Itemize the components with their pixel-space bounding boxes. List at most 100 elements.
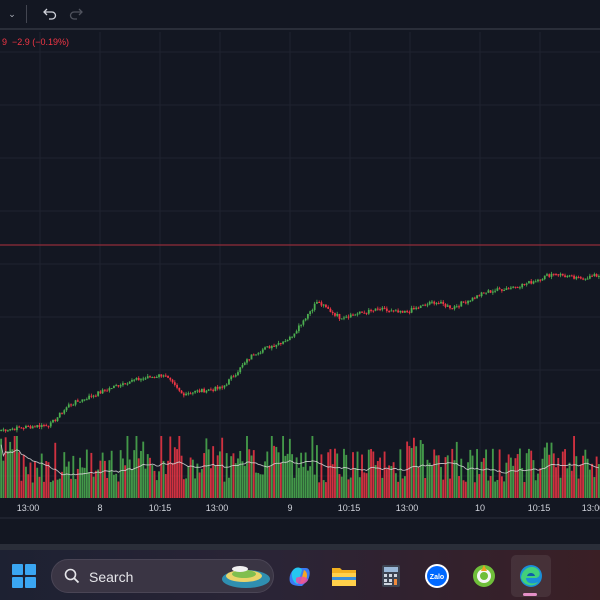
candle-body — [295, 331, 298, 334]
candle-body — [512, 286, 515, 288]
candle-body — [329, 308, 332, 312]
candle-body — [363, 312, 366, 314]
candle-body — [570, 275, 573, 277]
volume-bar — [482, 458, 485, 498]
candle-body — [182, 393, 185, 396]
candle-body — [38, 425, 41, 428]
coccoc-icon[interactable] — [468, 560, 500, 592]
candle-body — [92, 395, 95, 397]
chevron-down-icon[interactable]: ⌄ — [8, 8, 16, 19]
calculator-icon[interactable] — [375, 560, 407, 592]
candle-body — [288, 336, 291, 340]
volume-bar — [103, 460, 106, 498]
volume-bar — [523, 482, 526, 498]
volume-bar — [480, 461, 483, 498]
chart-toolbar: ⌄ — [0, 0, 600, 30]
volume-bar — [460, 458, 463, 498]
volume-bar — [185, 478, 188, 498]
candle-body — [83, 399, 86, 401]
windows-start-icon[interactable] — [12, 564, 36, 588]
candle-body — [331, 311, 334, 314]
volume-bar — [295, 457, 298, 498]
candle-body — [250, 354, 253, 360]
candle-body — [88, 395, 90, 400]
volume-bar — [473, 482, 476, 498]
volume-bar — [489, 475, 492, 498]
candle-body — [4, 429, 7, 432]
volume-bar — [532, 460, 535, 498]
volume-bar — [146, 454, 149, 498]
candle-body — [473, 297, 476, 299]
candle-body — [16, 426, 18, 431]
candle-body — [428, 301, 431, 305]
candle-body — [403, 311, 406, 313]
volume-bar — [315, 445, 318, 498]
candle-body — [568, 275, 571, 277]
volume-bar — [20, 480, 23, 498]
copilot-icon[interactable] — [283, 560, 315, 592]
candle-body — [446, 305, 449, 307]
volume-bar — [207, 449, 210, 498]
edge-icon[interactable] — [515, 560, 547, 592]
volume-bar — [252, 450, 255, 498]
candle-body — [579, 277, 582, 279]
candle-body — [525, 283, 528, 285]
candle-body — [584, 278, 587, 280]
volume-bar — [478, 474, 481, 498]
volume-bar — [47, 462, 50, 498]
candle-body — [230, 376, 233, 380]
candle-body — [336, 313, 339, 316]
candle-body — [543, 275, 546, 280]
folder-icon[interactable] — [328, 560, 360, 592]
volume-bar — [516, 454, 519, 498]
volume-bar — [552, 453, 555, 498]
volume-bar — [286, 453, 289, 498]
volume-bar — [509, 457, 512, 498]
candle-body — [31, 426, 34, 429]
candle-body — [11, 428, 14, 430]
volume-bar — [415, 446, 418, 498]
candle-body — [546, 274, 548, 276]
candle-body — [97, 391, 100, 396]
candle-body — [58, 412, 61, 418]
volume-bar — [72, 455, 75, 498]
volume-bar — [597, 463, 600, 498]
redo-icon[interactable] — [63, 1, 89, 27]
candle-body — [40, 425, 43, 428]
volume-bar — [442, 479, 445, 498]
volume-bar — [304, 452, 307, 498]
volume-bar — [433, 449, 436, 498]
volume-bar — [27, 474, 30, 498]
price-volume-chart[interactable]: 13:00 8 10:15 13:00 9 10:15 13:00 10 10:15 13:00 — [0, 32, 600, 552]
candle-body — [582, 278, 584, 280]
candle-body — [597, 275, 600, 277]
volume-bar — [435, 455, 438, 498]
volume-bar — [374, 465, 377, 498]
candle-body — [500, 289, 503, 291]
candle-body — [388, 310, 390, 312]
candle-body — [110, 388, 113, 390]
zalo-label: Zalo — [430, 574, 444, 581]
candle-body — [74, 400, 77, 405]
candle-body — [0, 430, 3, 432]
taskbar-search-box[interactable]: Search — [51, 559, 274, 593]
volume-bar — [318, 482, 321, 498]
volume-bar — [392, 462, 395, 498]
undo-icon[interactable] — [37, 1, 63, 27]
volume-bar — [512, 465, 515, 498]
volume-bar — [194, 478, 197, 498]
volume-bar — [191, 459, 194, 498]
candle-body — [273, 345, 275, 347]
candle-body — [320, 302, 323, 306]
volume-bar — [164, 474, 167, 498]
volume-bar — [469, 449, 472, 498]
candle-body — [18, 426, 21, 428]
volume-bar — [383, 451, 386, 498]
active-app-indicator — [523, 593, 537, 596]
candle-body — [494, 290, 497, 292]
candle-body — [133, 379, 136, 381]
volume-bar — [155, 480, 158, 498]
volume-bar — [548, 454, 551, 498]
zalo-icon[interactable]: Zalo — [421, 560, 453, 592]
candle-body — [169, 377, 172, 380]
